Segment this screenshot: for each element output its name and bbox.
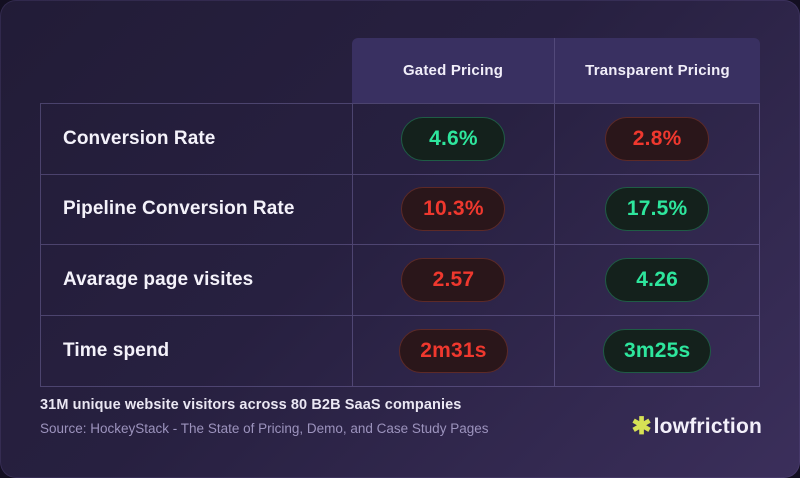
value-pill: 2.8%	[605, 116, 710, 161]
logo-wordmark: lowfriction	[653, 415, 762, 438]
value-pill: 17.5%	[605, 187, 710, 232]
gated-value-cell: 2.57	[351, 245, 555, 315]
lowfriction-logo: ✱ lowfriction	[632, 415, 762, 439]
table-header: Gated Pricing Transparent Pricing	[352, 38, 760, 103]
transparent-value-cell: 2.8%	[554, 104, 759, 174]
metric-label: Time spend	[63, 339, 170, 361]
value-pill: 3m25s	[602, 328, 712, 373]
table-row: Avarage page visites 2.57 4.26	[41, 245, 759, 316]
value-pill: 4.26	[605, 257, 710, 302]
metric-label: Conversion Rate	[63, 127, 216, 149]
metric-label: Avarage page visites	[63, 268, 254, 290]
transparent-value-cell: 17.5%	[554, 174, 759, 244]
transparent-value-cell: 3m25s	[554, 315, 759, 386]
comparison-table: Conversion Rate 4.6% 2.8% Pipeline Conve…	[40, 103, 760, 387]
gated-value-cell: 10.3%	[351, 174, 555, 244]
value-pill: 2m31s	[399, 328, 508, 373]
footer-note: 31M unique website visitors across 80 B2…	[40, 397, 462, 413]
column-header-transparent-pricing: Transparent Pricing	[585, 62, 730, 79]
table-row: Pipeline Conversion Rate 10.3% 17.5%	[41, 174, 759, 245]
footer: 31M unique website visitors across 80 B2…	[40, 397, 488, 436]
transparent-value-cell: 4.26	[554, 245, 759, 315]
table-row: Time spend 2m31s 3m25s	[41, 315, 759, 386]
column-header-gated-pricing: Gated Pricing	[352, 38, 555, 103]
gated-value-cell: 2m31s	[351, 315, 555, 386]
asterisk-icon: ✱	[631, 413, 652, 440]
metric-label: Pipeline Conversion Rate	[63, 198, 295, 220]
value-pill: 4.6%	[401, 116, 506, 161]
table-row: Conversion Rate 4.6% 2.8%	[41, 104, 759, 175]
value-pill: 2.57	[401, 257, 506, 302]
value-pill: 10.3%	[401, 187, 506, 232]
footer-source: Source: HockeyStack - The State of Prici…	[40, 421, 489, 436]
gated-value-cell: 4.6%	[351, 104, 555, 174]
